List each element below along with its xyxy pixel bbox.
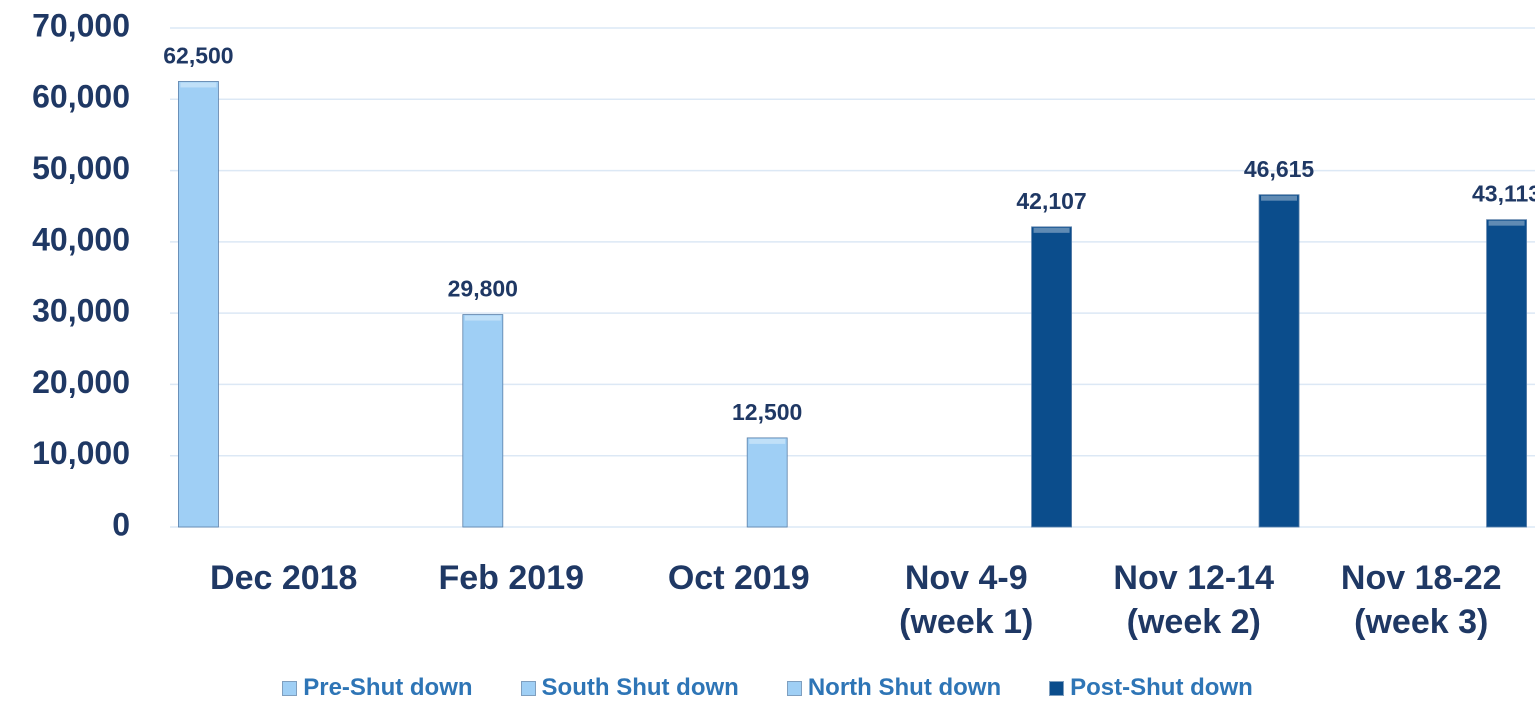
- legend-swatch: [282, 680, 298, 696]
- y-tick-label: 10,000: [32, 435, 130, 471]
- legend-swatch: [1049, 680, 1065, 696]
- legend-swatch: [520, 680, 536, 696]
- legend-label: North Shut down: [807, 674, 1002, 701]
- value-label: 43,113: [1472, 181, 1535, 207]
- x-tick-label: Nov 12-14 (week 2): [1113, 559, 1275, 641]
- value-label: 46,615: [1244, 156, 1315, 182]
- bar-highlight: [464, 315, 501, 321]
- legend-label: Post-Shut down: [1070, 674, 1253, 701]
- legend-item: South Shut down: [520, 674, 739, 702]
- bar-highlight: [749, 438, 786, 444]
- bar: [746, 437, 788, 528]
- y-tick-label: 70,000: [32, 7, 130, 43]
- x-tick-label: Nov 18-22 (week 3): [1340, 559, 1502, 641]
- bar: [1031, 226, 1072, 528]
- value-label: 29,800: [448, 276, 518, 302]
- y-tick-label: 0: [112, 506, 130, 542]
- bar-highlight: [1488, 220, 1525, 226]
- bar-highlight: [1033, 227, 1070, 233]
- y-tick-label: 30,000: [32, 293, 130, 329]
- legend-swatch: [786, 680, 802, 696]
- legend-item: Pre-Shut down: [282, 674, 473, 702]
- bar-highlight: [1261, 195, 1298, 201]
- legend-label: Pre-Shut down: [303, 674, 473, 701]
- bar: [1258, 194, 1300, 528]
- value-label: 42,107: [1016, 188, 1086, 214]
- y-tick-label: 60,000: [32, 79, 130, 115]
- bar: [178, 81, 219, 528]
- x-tick-label: Oct 2019: [667, 559, 810, 597]
- y-tick-label: 50,000: [32, 150, 130, 186]
- value-label: 62,500: [163, 43, 233, 69]
- legend-label: South Shut down: [541, 674, 739, 701]
- bar: [462, 314, 504, 528]
- legend: Pre-Shut down South Shut down North Shut d…: [0, 674, 1535, 702]
- bar-highlight: [180, 82, 217, 88]
- y-tick-label: 40,000: [32, 221, 130, 257]
- x-tick-label: Dec 2018: [210, 559, 358, 597]
- legend-item: Post-Shut down: [1049, 674, 1253, 702]
- value-label: 12,500: [732, 399, 802, 425]
- x-tick-label: Feb 2019: [438, 559, 585, 597]
- bar: [1486, 219, 1527, 528]
- x-tick-label: Nov 4-9 (week 1): [899, 559, 1034, 641]
- y-tick-label: 20,000: [32, 364, 130, 400]
- legend-item: North Shut down: [786, 674, 1002, 702]
